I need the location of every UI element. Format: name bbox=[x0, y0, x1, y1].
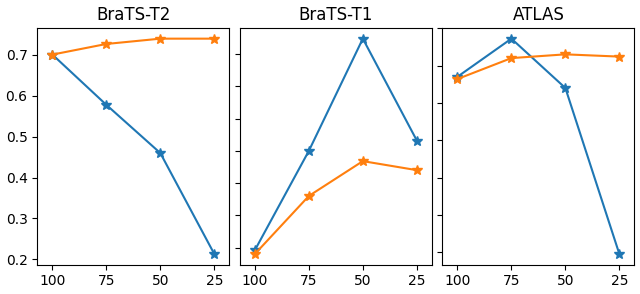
Title: BraTS-T2: BraTS-T2 bbox=[96, 6, 170, 24]
Title: BraTS-T1: BraTS-T1 bbox=[299, 6, 373, 24]
Title: ATLAS: ATLAS bbox=[513, 6, 564, 24]
